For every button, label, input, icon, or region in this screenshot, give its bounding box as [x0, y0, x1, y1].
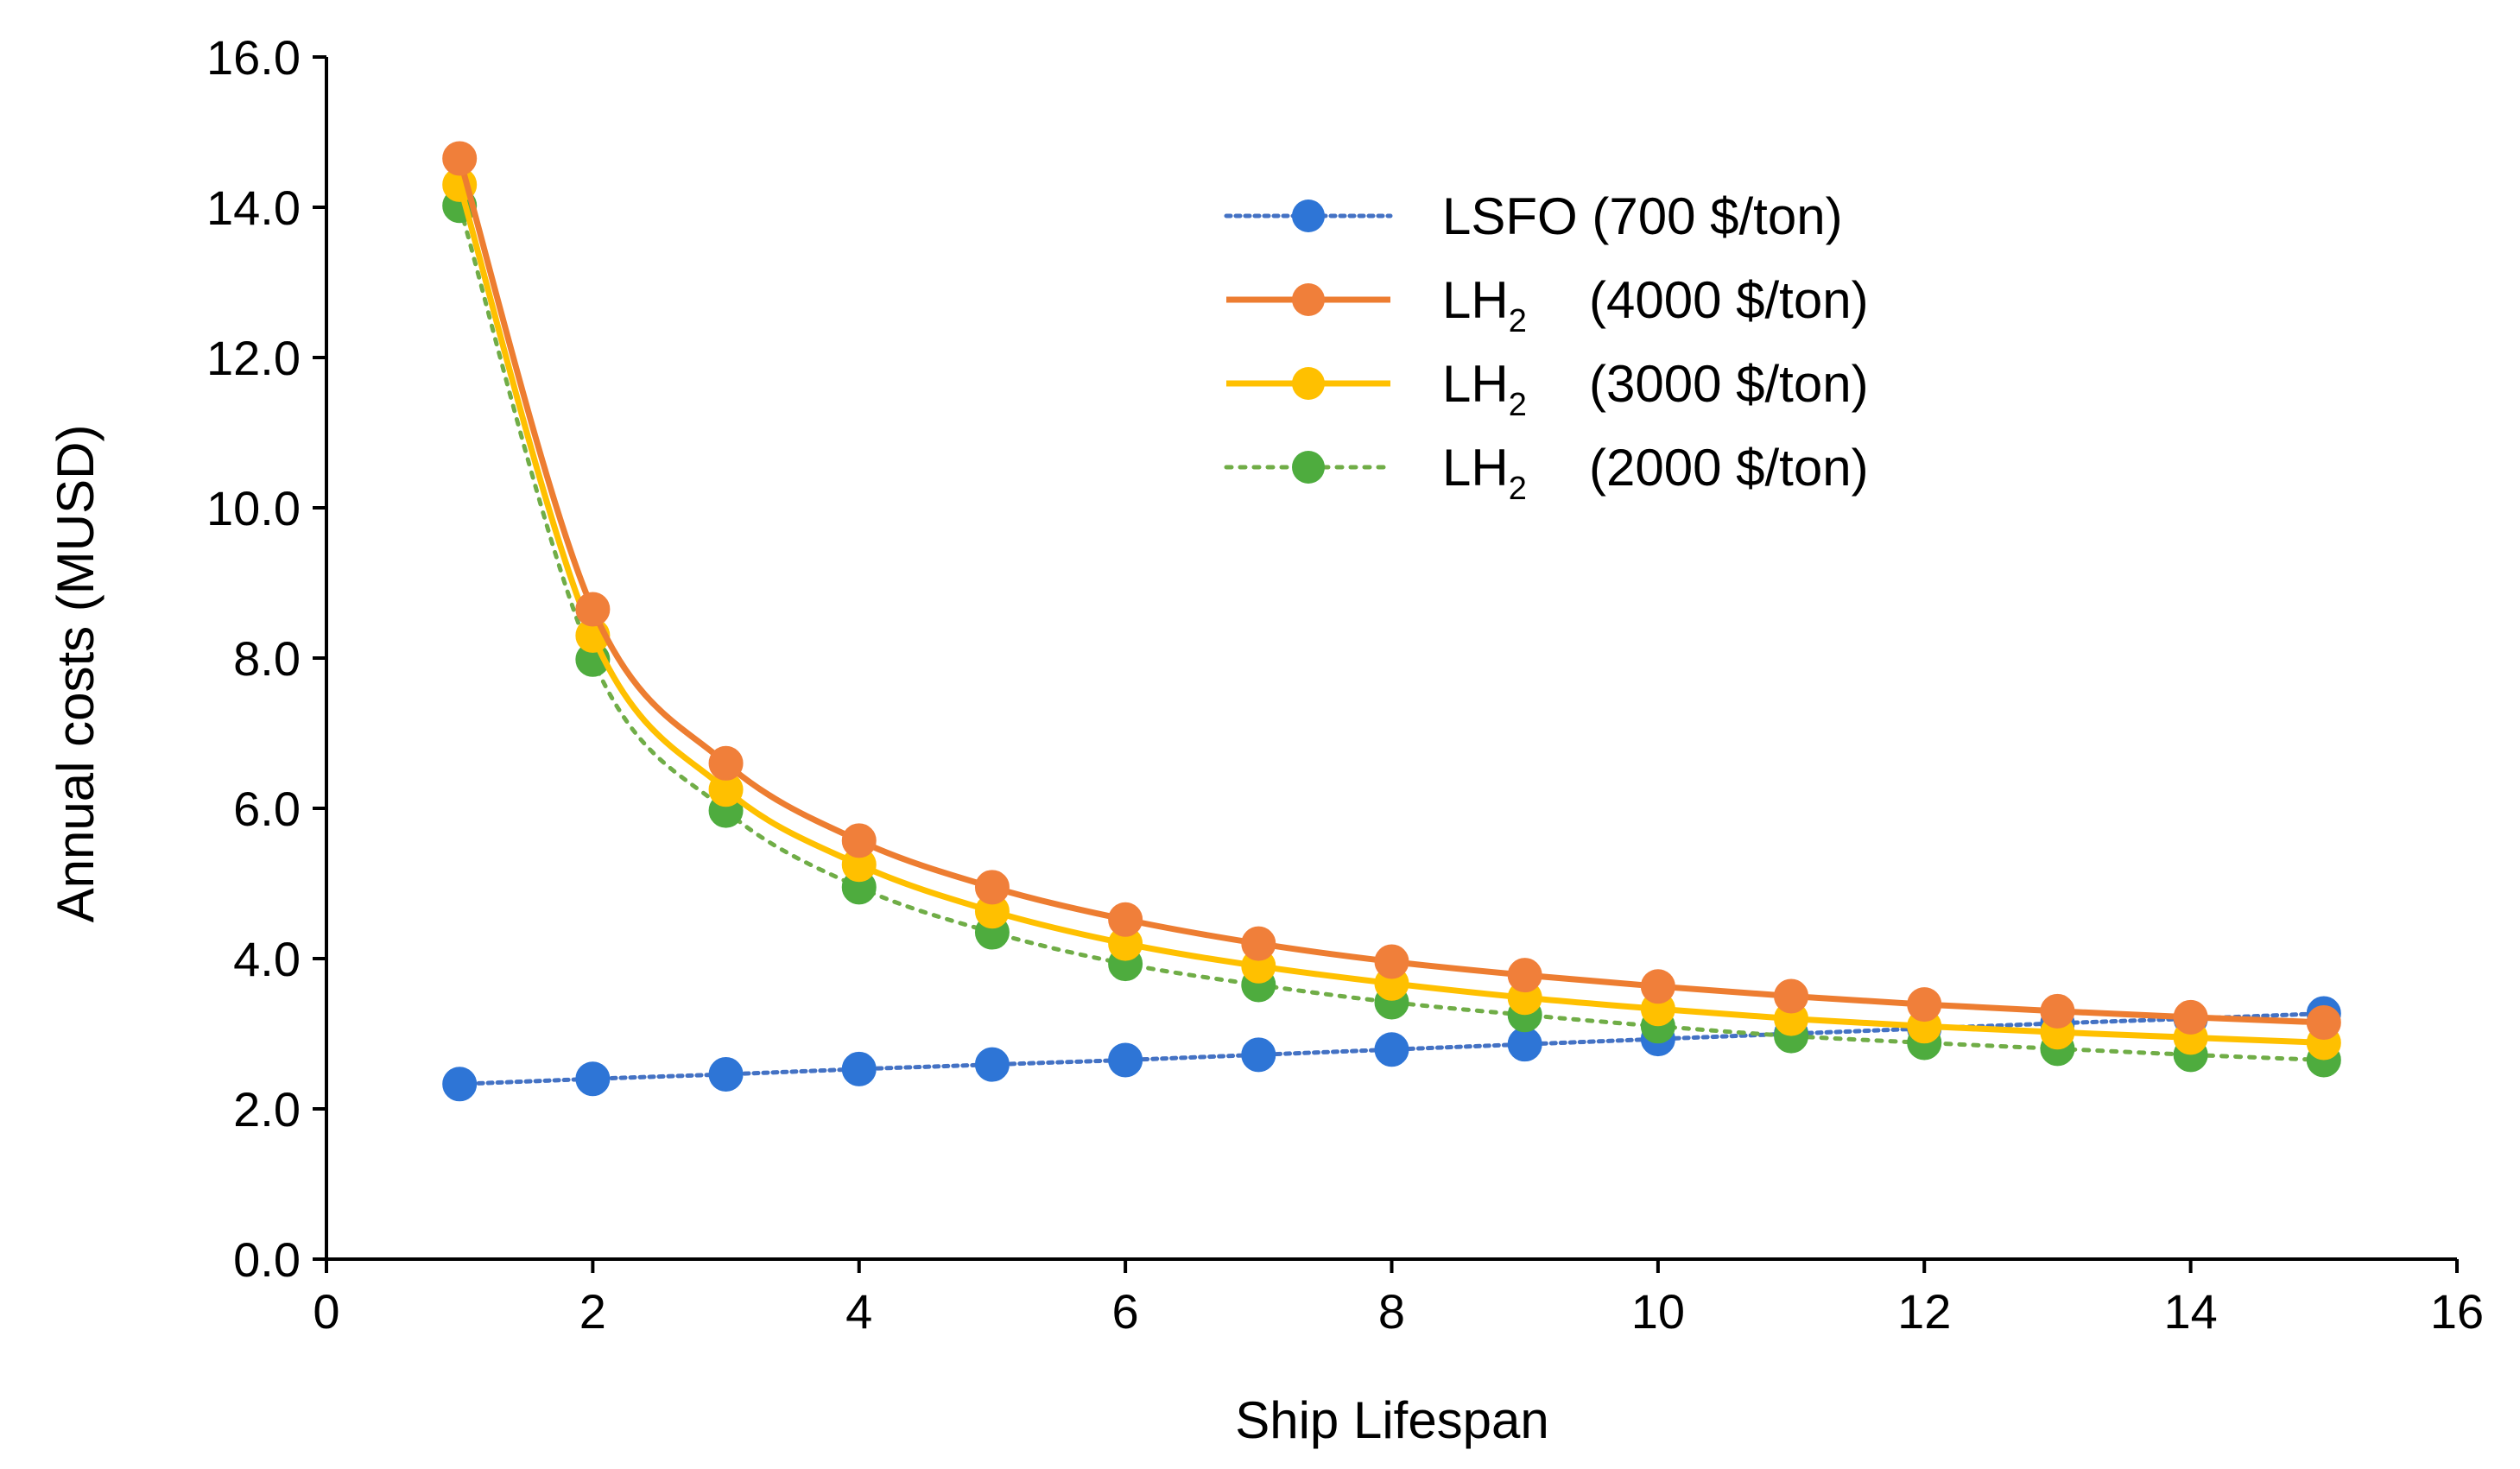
x-tick-label: 0 — [313, 1284, 339, 1339]
x-tick-label: 4 — [845, 1284, 872, 1339]
data-point — [1507, 1027, 1542, 1062]
data-point — [1907, 987, 1942, 1023]
data-point — [1640, 969, 1675, 1004]
y-axis-title: Annual costs (MUSD) — [47, 425, 104, 923]
series-1 — [442, 141, 2341, 1040]
x-tick-label: 14 — [2163, 1284, 2217, 1339]
legend-item: LH2 (4000 $/ton) — [1226, 271, 1869, 339]
data-point — [1374, 1032, 1409, 1067]
data-point — [2173, 999, 2208, 1035]
data-point — [708, 1056, 744, 1092]
x-axis-title: Ship Lifespan — [1235, 1391, 1549, 1449]
data-point — [841, 1051, 877, 1086]
y-tick-label: 8.0 — [233, 631, 301, 686]
data-point — [1507, 958, 1542, 993]
legend-marker — [1292, 283, 1325, 316]
y-tick-label: 6.0 — [233, 782, 301, 836]
legend-marker — [1292, 199, 1325, 232]
x-tick-label: 6 — [1112, 1284, 1139, 1339]
data-point — [442, 1067, 478, 1102]
x-tick-label: 16 — [2430, 1284, 2484, 1339]
y-tick-label: 2.0 — [233, 1082, 301, 1137]
y-tick-label: 16.0 — [206, 30, 301, 85]
data-point — [1374, 944, 1409, 979]
legend-label: LSFO (700 $/ton) — [1442, 187, 1843, 245]
y-tick-label: 0.0 — [233, 1232, 301, 1287]
y-tick-label: 4.0 — [233, 932, 301, 986]
x-tick-label: 8 — [1378, 1284, 1405, 1339]
legend-label: LH2 (2000 $/ton) — [1442, 439, 1869, 507]
legend-item: LSFO (700 $/ton) — [1224, 187, 1843, 245]
data-point — [974, 870, 1010, 905]
series-3 — [442, 188, 2341, 1078]
data-point — [575, 592, 611, 627]
y-tick-label: 12.0 — [206, 331, 301, 385]
y-tick-label: 10.0 — [206, 481, 301, 535]
legend: LSFO (700 $/ton) LH2 (4000 $/ton) LH2 (3000 … — [1224, 187, 1869, 507]
data-point — [1241, 1037, 1276, 1073]
series-line — [456, 183, 2324, 1046]
data-point — [841, 823, 877, 858]
data-point — [1774, 978, 1809, 1014]
data-point — [974, 1047, 1010, 1082]
data-point — [1108, 1042, 1143, 1078]
legend-label: LH2 (4000 $/ton) — [1442, 271, 1869, 339]
data-point — [1108, 902, 1143, 937]
x-tick-label: 2 — [579, 1284, 606, 1339]
data-point — [1241, 926, 1276, 961]
data-point — [442, 141, 478, 176]
series-line — [457, 203, 2327, 1062]
legend-item: LH2 (3000 $/ton) — [1226, 355, 1869, 423]
legend-marker — [1292, 451, 1325, 484]
data-point — [2040, 993, 2075, 1029]
series-line — [456, 157, 2324, 1026]
legend-label: LH2 (3000 $/ton) — [1442, 355, 1869, 423]
series-2 — [442, 167, 2341, 1061]
data-point — [575, 1061, 611, 1097]
axes: 0.0 2.0 4.0 6.0 8.0 10.0 12.0 14.0 16.0 0 2 4 6 8 10 12… — [206, 30, 2484, 1339]
series-layer — [442, 141, 2341, 1102]
legend-item: LH2 (2000 $/ton) — [1224, 439, 1869, 507]
x-tick-label: 12 — [1897, 1284, 1951, 1339]
legend-marker — [1292, 367, 1325, 400]
data-point — [708, 745, 744, 781]
data-point — [2306, 1004, 2341, 1040]
y-tick-label: 14.0 — [206, 180, 301, 235]
x-tick-label: 10 — [1631, 1284, 1685, 1339]
